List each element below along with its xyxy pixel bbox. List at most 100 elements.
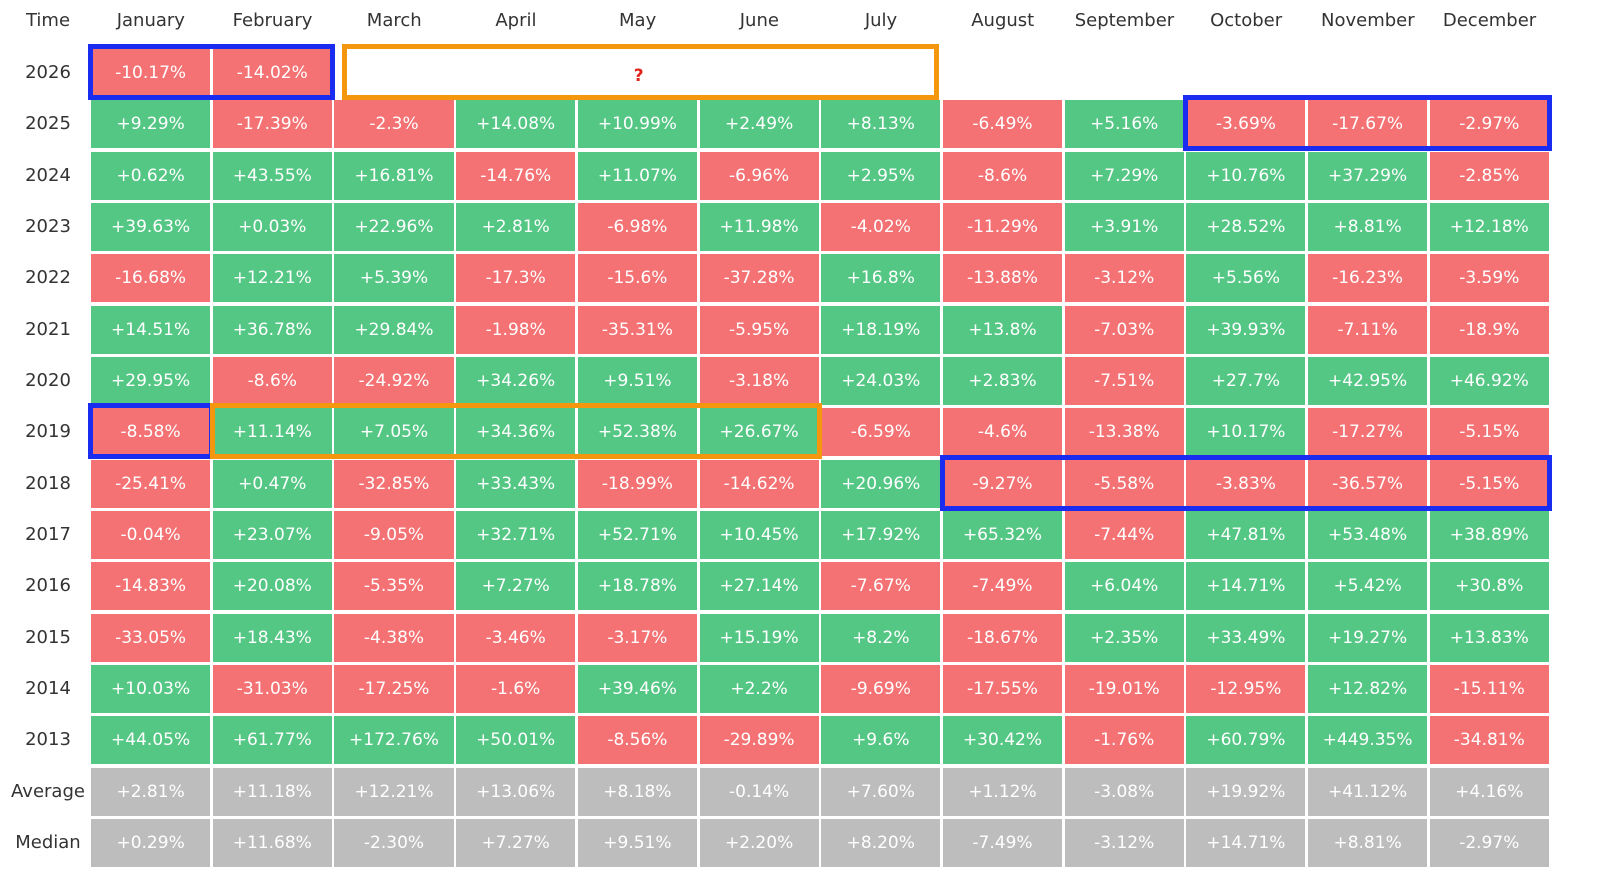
cell: +2.49%: [699, 100, 819, 149]
cell: +2.2%: [699, 664, 819, 713]
cell: +23.07%: [212, 510, 332, 559]
cell: +11.14%: [212, 408, 332, 457]
cell: +8.81%: [1308, 818, 1428, 867]
cell: +33.43%: [456, 459, 576, 508]
row-label: 2024: [25, 164, 71, 186]
cell: -4.02%: [821, 202, 941, 251]
cell: +14.71%: [1186, 562, 1306, 611]
cell: +7.27%: [456, 562, 576, 611]
cell: +12.18%: [1429, 202, 1549, 251]
row-label: 2019: [25, 421, 71, 443]
cell: +19.27%: [1308, 613, 1428, 662]
cell: +8.18%: [577, 767, 697, 816]
row-label: 2026: [25, 62, 71, 83]
row-label: Median: [15, 831, 81, 853]
cell: +27.14%: [699, 562, 819, 611]
cell: -35.31%: [577, 305, 697, 354]
cell: -7.67%: [821, 562, 941, 611]
cell: +10.76%: [1186, 151, 1306, 200]
cell: -3.17%: [577, 613, 697, 662]
cell: +60.79%: [1186, 716, 1306, 765]
cell: -2.3%: [334, 100, 454, 149]
cell: -6.59%: [821, 408, 941, 457]
cell: +18.43%: [212, 613, 332, 662]
cell: +37.29%: [1308, 151, 1428, 200]
cell: +11.68%: [212, 818, 332, 867]
cell: -15.6%: [577, 254, 697, 303]
cell: +26.67%: [699, 408, 819, 457]
cell: +2.35%: [1064, 613, 1184, 662]
month-header: July: [864, 10, 898, 31]
cell: -3.08%: [1064, 767, 1184, 816]
cell: +41.12%: [1308, 767, 1428, 816]
month-header: October: [1210, 10, 1283, 31]
cell: +14.71%: [1186, 818, 1306, 867]
cell: +50.01%: [456, 716, 576, 765]
cell: +5.42%: [1308, 562, 1428, 611]
row-label: 2015: [25, 626, 71, 648]
cell: +46.92%: [1429, 356, 1549, 405]
cell: -8.6%: [212, 356, 332, 405]
month-header: September: [1074, 10, 1175, 31]
cell: +11.07%: [577, 151, 697, 200]
cell: +61.77%: [212, 716, 332, 765]
cell: +7.05%: [334, 408, 454, 457]
cell: -4.38%: [334, 613, 454, 662]
cell: +10.99%: [577, 100, 697, 149]
cell: -12.95%: [1186, 664, 1306, 713]
cell: +20.08%: [212, 562, 332, 611]
cell: +172.76%: [334, 716, 454, 765]
cell: -18.9%: [1429, 305, 1549, 354]
cell: -6.96%: [699, 151, 819, 200]
cell: -24.92%: [334, 356, 454, 405]
row-label: 2018: [25, 472, 71, 494]
cell: +34.26%: [456, 356, 576, 405]
month-header: November: [1321, 10, 1415, 31]
cell: +38.89%: [1429, 510, 1549, 559]
cell: -17.25%: [334, 664, 454, 713]
cell: +2.20%: [699, 818, 819, 867]
cell: -5.35%: [334, 562, 454, 611]
cell: -17.67%: [1308, 100, 1428, 149]
cell: +32.71%: [456, 510, 576, 559]
cell: +39.63%: [91, 202, 211, 251]
cell: -17.27%: [1308, 408, 1428, 457]
cell: +13.83%: [1429, 613, 1549, 662]
cell: -18.99%: [577, 459, 697, 508]
cell: +9.51%: [577, 356, 697, 405]
cell: +28.52%: [1186, 202, 1306, 251]
cell: +5.39%: [334, 254, 454, 303]
cell: +29.84%: [334, 305, 454, 354]
cell: +5.16%: [1064, 100, 1184, 149]
cell: +8.20%: [821, 818, 941, 867]
cell: +30.8%: [1429, 562, 1549, 611]
cell: -16.68%: [91, 254, 211, 303]
cell: -5.95%: [699, 305, 819, 354]
cell: +8.81%: [1308, 202, 1428, 251]
cell: +52.38%: [577, 408, 697, 457]
cell: +16.8%: [821, 254, 941, 303]
cell: +65.32%: [942, 510, 1063, 559]
cell: -31.03%: [212, 664, 332, 713]
cell: +30.42%: [942, 716, 1063, 765]
cell: +53.48%: [1308, 510, 1428, 559]
cell: +12.21%: [212, 254, 332, 303]
cell: +2.95%: [821, 151, 941, 200]
cell: -14.76%: [456, 151, 576, 200]
cell: -37.28%: [699, 254, 819, 303]
cell: -8.58%: [91, 408, 211, 457]
cell: +5.56%: [1186, 254, 1306, 303]
cell: -9.27%: [942, 459, 1063, 508]
cell: -1.6%: [456, 664, 576, 713]
cell: -4.6%: [942, 408, 1063, 457]
cell: -2.30%: [334, 818, 454, 867]
cell: +44.05%: [91, 716, 211, 765]
row-label: 2014: [25, 677, 71, 699]
cell: +39.46%: [577, 664, 697, 713]
cell: +11.98%: [699, 202, 819, 251]
cell: -17.39%: [212, 100, 332, 149]
cell: +11.18%: [212, 767, 332, 816]
month-header: March: [366, 10, 422, 31]
cell: -3.83%: [1186, 459, 1306, 508]
row-label: 2017: [25, 523, 71, 545]
